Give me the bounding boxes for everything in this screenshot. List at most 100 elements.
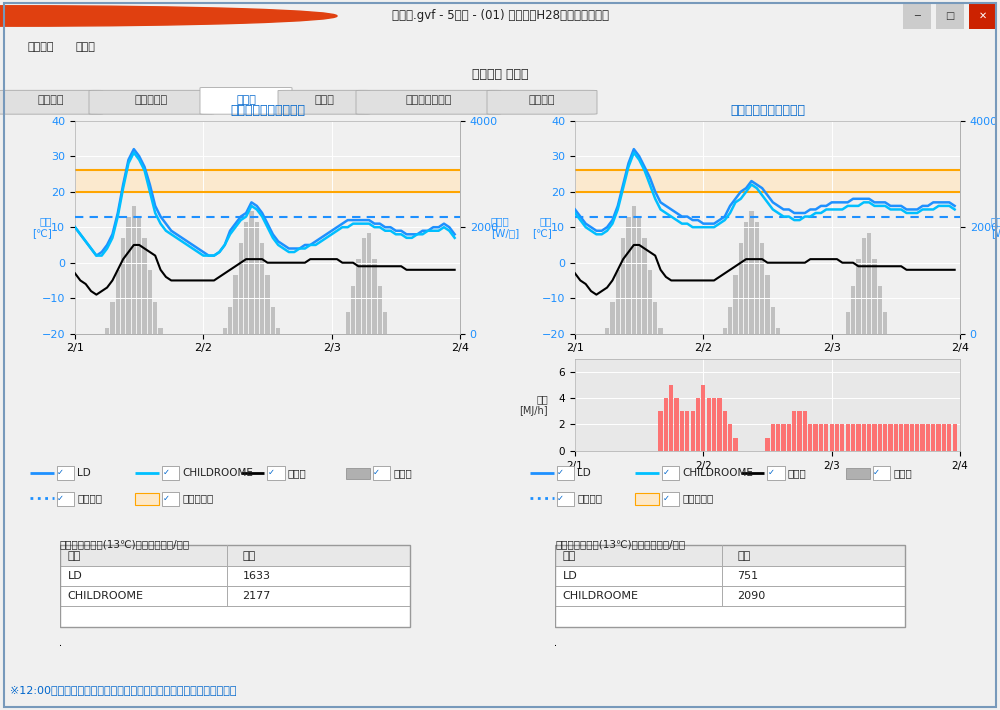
Bar — [653, 302, 657, 334]
Text: 日射量: 日射量 — [393, 468, 412, 478]
Bar — [142, 238, 147, 334]
Bar — [373, 466, 390, 480]
Bar — [767, 466, 785, 480]
Text: 設計目標: 設計目標 — [577, 493, 602, 503]
Bar — [803, 411, 807, 451]
Bar — [121, 238, 125, 334]
Bar — [888, 425, 893, 451]
Text: ✓: ✓ — [162, 494, 169, 503]
Bar — [851, 425, 855, 451]
Bar — [936, 425, 941, 451]
Bar — [733, 275, 738, 334]
Bar — [148, 270, 152, 334]
Bar — [749, 211, 754, 334]
Bar — [883, 425, 887, 451]
Bar — [658, 411, 663, 451]
Bar — [233, 275, 238, 334]
Bar — [894, 425, 898, 451]
FancyBboxPatch shape — [356, 90, 501, 114]
Text: ✓: ✓ — [768, 469, 775, 477]
Bar — [383, 312, 387, 334]
Text: 寒い日: 寒い日 — [236, 95, 256, 105]
Bar — [920, 425, 925, 451]
Bar — [712, 398, 716, 451]
Bar — [744, 222, 748, 334]
Bar — [610, 302, 615, 334]
Bar — [942, 425, 946, 451]
Bar — [557, 466, 574, 480]
Text: CHILDROOME: CHILDROOME — [183, 468, 254, 478]
Text: ✓: ✓ — [662, 469, 669, 477]
Text: ✓: ✓ — [557, 469, 564, 477]
Bar — [60, 545, 410, 566]
Bar — [662, 466, 679, 480]
Bar — [648, 270, 652, 334]
Bar — [755, 222, 759, 334]
Text: 時間: 時間 — [737, 550, 751, 561]
Bar — [733, 437, 738, 451]
Text: 快適な範囲: 快適な範囲 — [683, 493, 714, 503]
Bar — [867, 232, 871, 334]
Bar — [555, 545, 905, 566]
Text: LD: LD — [68, 571, 82, 581]
Text: 室温が設計目標(13℃)を下回る時間/年間: 室温が設計目標(13℃)を下回る時間/年間 — [555, 540, 685, 550]
Bar — [110, 302, 115, 334]
Bar — [662, 492, 679, 506]
Text: 1633: 1633 — [242, 571, 270, 581]
FancyBboxPatch shape — [200, 87, 292, 114]
Bar — [696, 398, 700, 451]
Bar — [936, 3, 964, 28]
Text: 室名: 室名 — [563, 550, 576, 561]
Bar — [616, 270, 620, 334]
Text: ✓: ✓ — [57, 494, 64, 503]
Text: 案件名： 康なし: 案件名： 康なし — [472, 67, 528, 81]
Bar — [808, 425, 812, 451]
Bar — [356, 259, 361, 334]
Text: ✓: ✓ — [57, 469, 64, 477]
Bar — [162, 466, 179, 480]
Bar — [856, 425, 861, 451]
Bar — [953, 425, 957, 451]
Bar — [555, 545, 905, 627]
Bar — [723, 328, 727, 334]
Bar — [883, 312, 887, 334]
Bar — [60, 606, 410, 627]
Text: 康なし.gvf - 5地域 - (01) 木造充填H28省エネ基準相当: 康なし.gvf - 5地域 - (01) 木造充填H28省エネ基準相当 — [392, 9, 608, 23]
FancyBboxPatch shape — [278, 90, 370, 114]
Bar — [776, 425, 780, 451]
Text: ✓: ✓ — [373, 469, 380, 477]
Text: ✓: ✓ — [557, 494, 564, 503]
Text: LD: LD — [77, 468, 91, 478]
Bar — [105, 328, 109, 334]
Bar — [271, 307, 275, 334]
Text: ファイル: ファイル — [28, 42, 54, 52]
Bar — [771, 425, 775, 451]
Text: LD: LD — [577, 468, 591, 478]
Bar — [717, 398, 722, 451]
Text: 外気温: 外気温 — [788, 468, 807, 478]
Bar — [158, 328, 163, 334]
Text: 時間: 時間 — [242, 550, 256, 561]
Bar — [969, 3, 997, 28]
Bar — [760, 243, 764, 334]
Bar — [642, 238, 647, 334]
Text: ガラス面の結露: ガラス面の結露 — [405, 95, 452, 105]
Bar — [555, 566, 905, 586]
Bar — [346, 312, 350, 334]
Bar — [557, 492, 574, 506]
Bar — [903, 3, 931, 28]
Bar — [162, 492, 179, 506]
Bar — [362, 238, 366, 334]
Bar — [947, 425, 951, 451]
Bar — [635, 493, 659, 505]
Y-axis label: 日射量
[W/㎡]: 日射量 [W/㎡] — [991, 217, 1000, 238]
Y-axis label: 負荷
[MJ/h]: 負荷 [MJ/h] — [519, 394, 548, 415]
Text: CHILDROOME: CHILDROOME — [563, 591, 639, 601]
Text: 2090: 2090 — [737, 591, 766, 601]
Text: ✕: ✕ — [979, 11, 987, 21]
Bar — [819, 425, 823, 451]
Bar — [765, 275, 770, 334]
Bar — [244, 222, 248, 334]
Bar — [346, 467, 370, 479]
Text: □: □ — [945, 11, 955, 21]
